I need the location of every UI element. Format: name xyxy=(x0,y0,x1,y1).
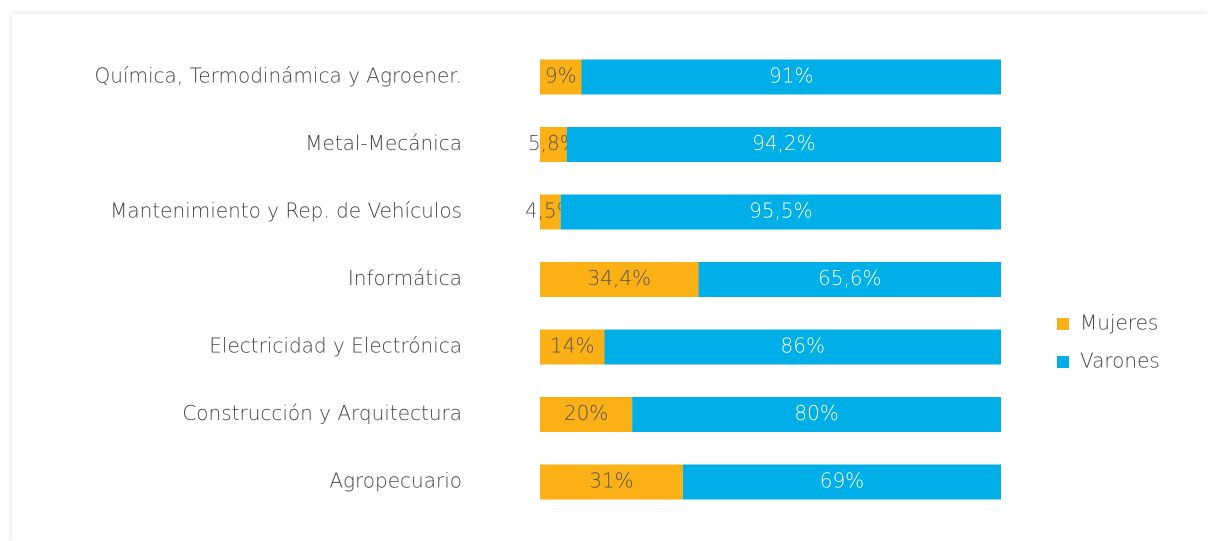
data-label: 14% xyxy=(550,334,594,358)
data-label: 86% xyxy=(781,334,825,358)
legend-swatch xyxy=(1057,318,1069,330)
data-label: 65,6% xyxy=(818,266,882,290)
bar-segment xyxy=(540,127,567,162)
legend-label: Mujeres xyxy=(1080,311,1158,335)
data-label: 34,4% xyxy=(588,266,652,290)
bar-segment xyxy=(540,397,633,432)
bar-segment xyxy=(540,59,582,95)
data-label: 91% xyxy=(769,64,813,88)
data-label: 69% xyxy=(820,469,864,493)
category-label: Informática xyxy=(348,266,462,290)
bar-segment xyxy=(604,329,1001,365)
data-label: 94,2% xyxy=(752,131,816,155)
bar-segment xyxy=(540,329,605,365)
category-label: Electricidad y Electrónica xyxy=(209,334,462,358)
data-label: 31% xyxy=(589,469,633,493)
legend-swatch xyxy=(1057,356,1069,368)
data-label: 20% xyxy=(564,401,608,425)
data-label: 9% xyxy=(545,64,577,88)
bar-segment xyxy=(540,464,683,500)
category-label: Construcción y Arquitectura xyxy=(182,401,462,425)
bar-segment xyxy=(682,464,1001,500)
bar-segment xyxy=(566,127,1001,162)
data-label: 80% xyxy=(794,401,838,425)
bar-segment xyxy=(540,194,561,230)
bar-segment xyxy=(632,397,1001,432)
category-label: Metal-Mecánica xyxy=(305,131,462,155)
legend-label: Varones xyxy=(1080,349,1160,373)
bar-segment xyxy=(698,262,1001,297)
bar-segment xyxy=(540,262,699,297)
bar-segment xyxy=(581,59,1001,95)
category-label: Mantenimiento y Rep. de Vehículos xyxy=(110,199,462,223)
bar-segment xyxy=(560,194,1001,230)
category-label: Química, Termodinámica y Agroener. xyxy=(95,64,462,88)
data-label: 95,5% xyxy=(749,199,813,223)
category-label: Agropecuario xyxy=(329,469,462,493)
